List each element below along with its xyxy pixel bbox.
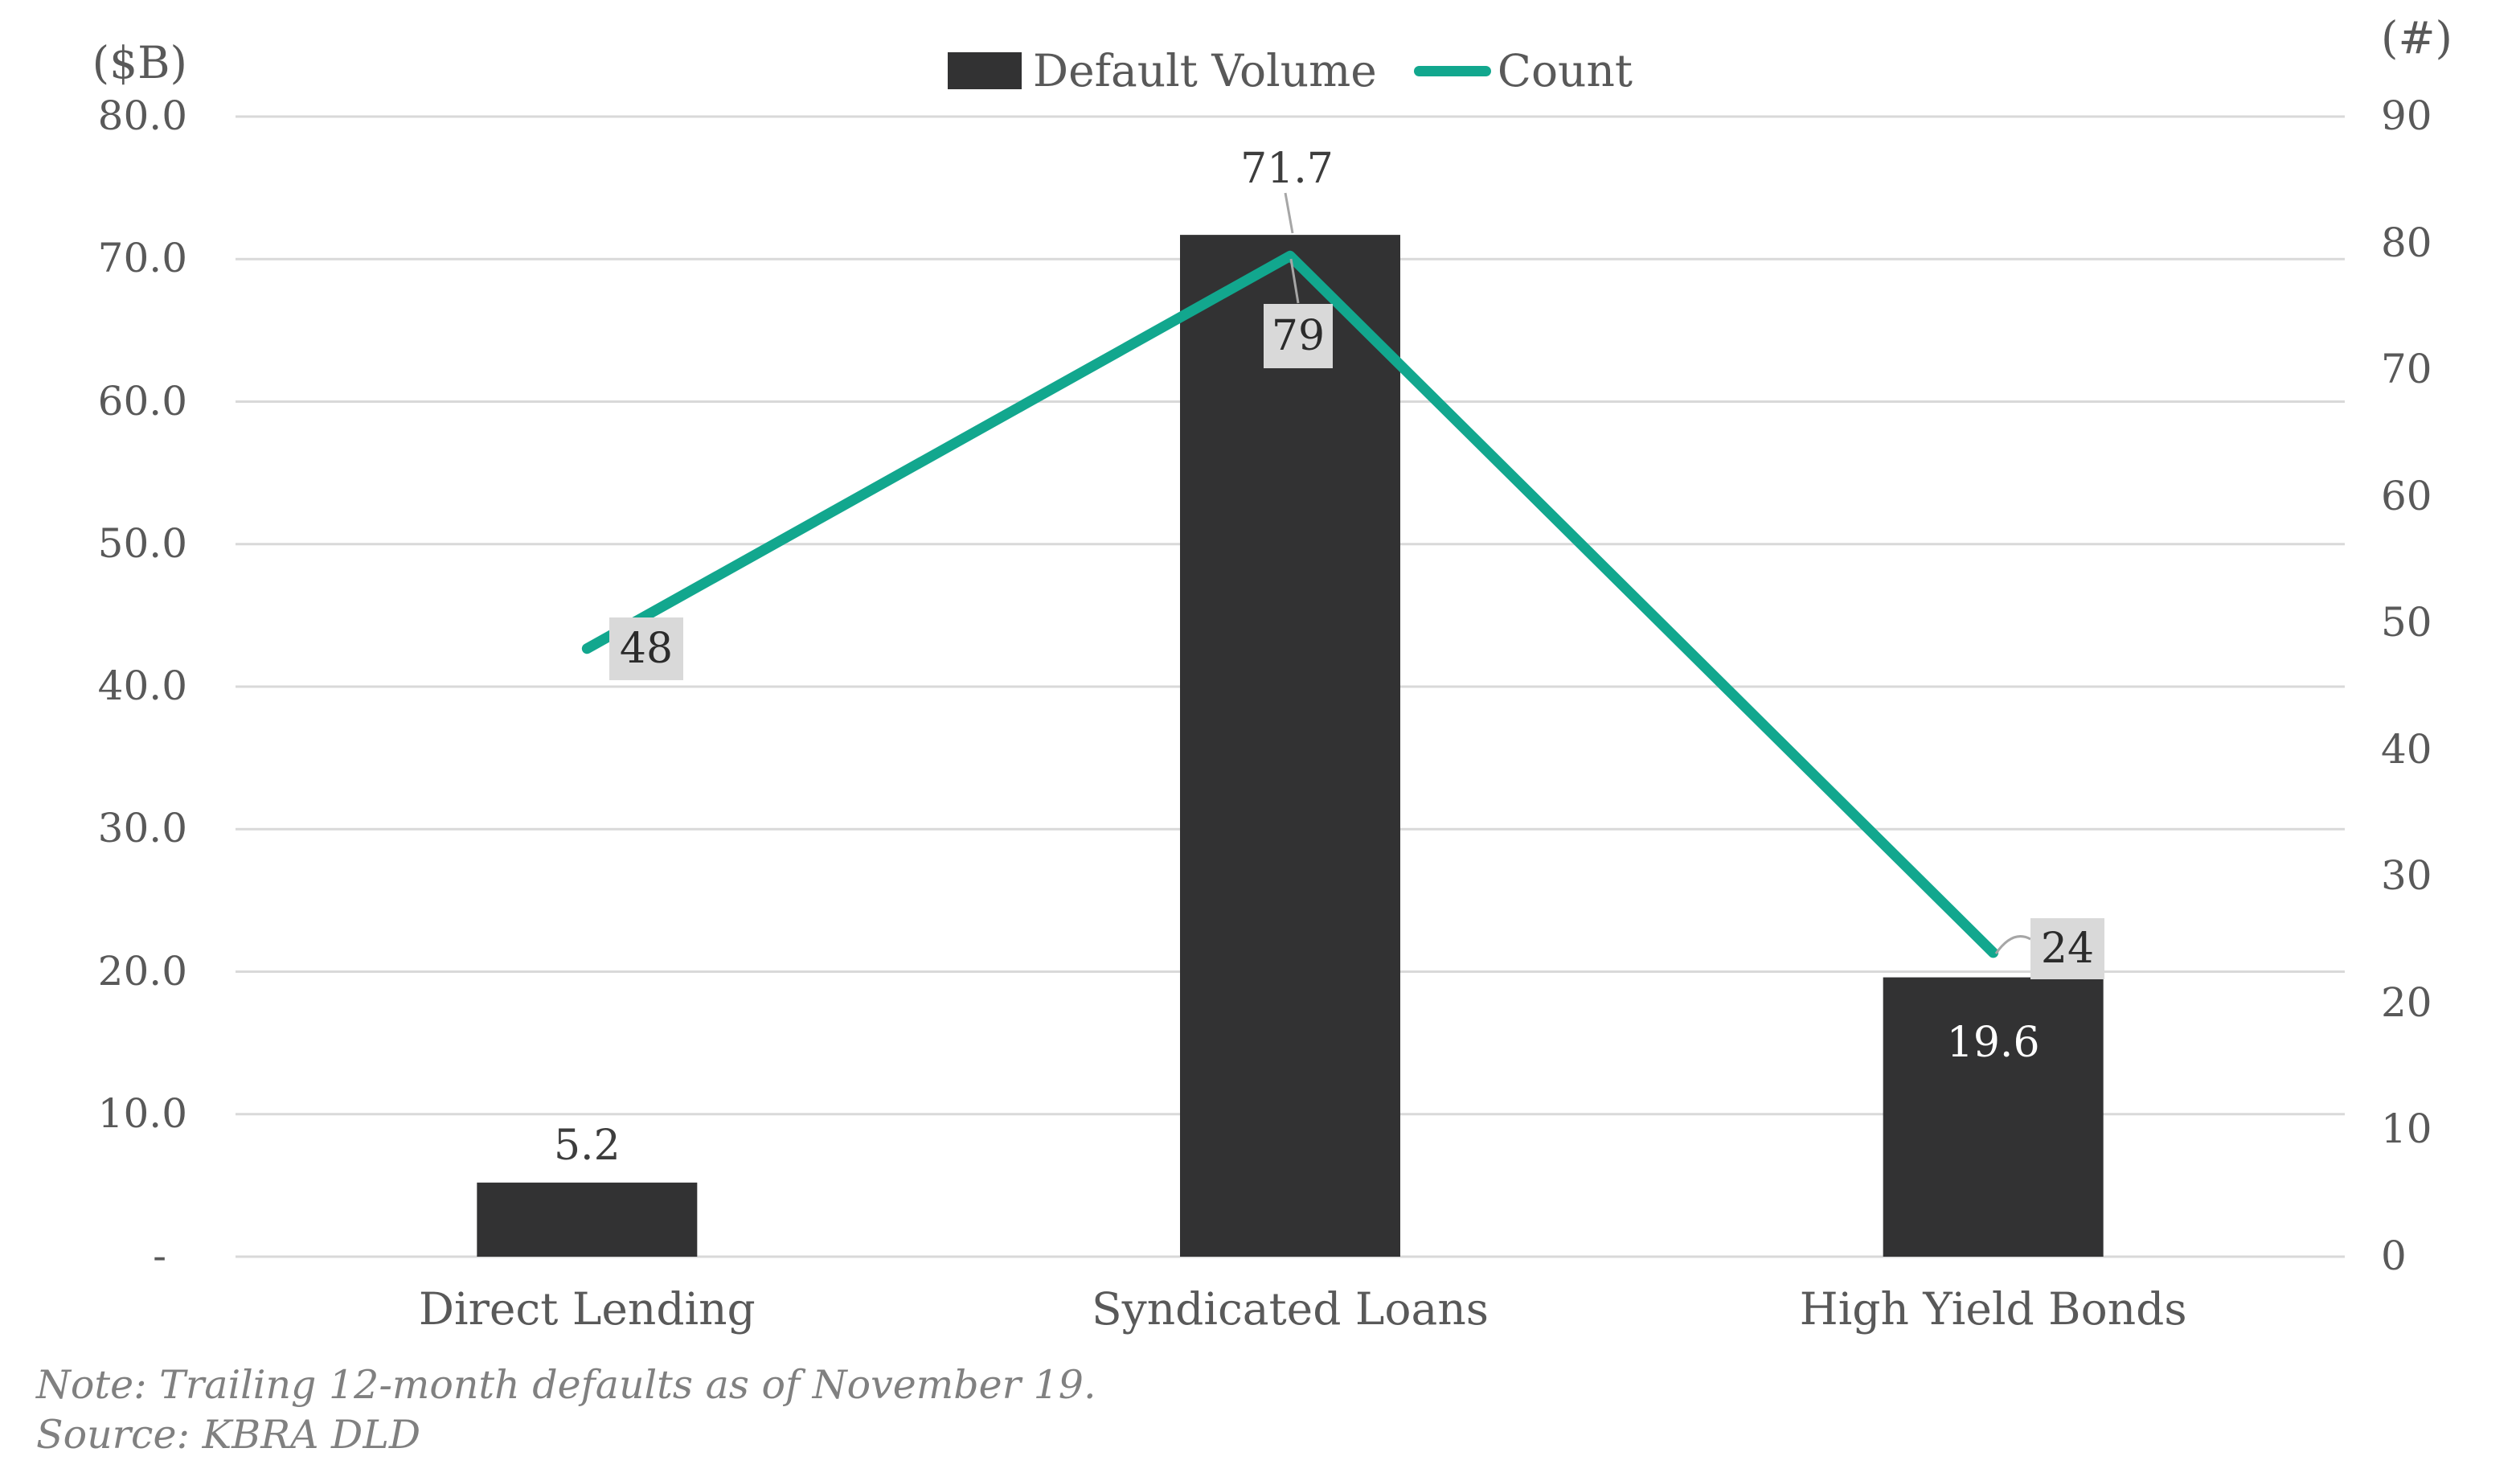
count-value-label-1: 79	[1264, 304, 1333, 368]
footnote-note: Note: Trailing 12-month defaults as of N…	[36, 1362, 1096, 1408]
left-axis-tick-20: 20.0	[97, 947, 187, 995]
bar-value-label-1: 71.7	[1240, 145, 1334, 193]
legend-item-default-volume: Default Volume	[947, 45, 1377, 96]
line-series-swatch-icon	[1413, 65, 1491, 76]
right-axis-tick-70: 70	[2381, 345, 2432, 392]
right-axis-tick-80: 80	[2381, 219, 2432, 266]
legend-item-count: Count	[1413, 45, 1633, 96]
bar-2	[1883, 977, 2104, 1257]
right-axis-tick-50: 50	[2381, 599, 2432, 646]
left-axis-tick-40: 40.0	[97, 662, 187, 709]
left-axis-tick-10: 10.0	[97, 1089, 187, 1137]
category-label-1: Syndicated Loans	[1092, 1283, 1489, 1335]
legend-label-count: Count	[1497, 45, 1633, 96]
right-axis-tick-40: 40	[2381, 725, 2432, 773]
category-label-2: High Yield Bonds	[1799, 1283, 2187, 1335]
bar-0	[477, 1182, 698, 1257]
leader-volume-syndicated	[1284, 192, 1294, 234]
legend: Default Volume Count	[236, 45, 2345, 96]
left-axis-tick-60: 60.0	[97, 377, 187, 425]
bar-value-label-0: 5.2	[553, 1121, 621, 1170]
count-line	[581, 250, 1999, 958]
left-axis-title: ($B)	[92, 37, 187, 88]
bar-value-label-2: 19.6	[1946, 1018, 2040, 1067]
left-axis-tick-30: 30.0	[97, 805, 187, 852]
left-axis-tick-80: 80.0	[97, 92, 187, 139]
right-axis-tick-0: 0	[2381, 1232, 2407, 1279]
left-axis-tick-70: 70.0	[97, 235, 187, 282]
footnote-block: Note: Trailing 12-month defaults as of N…	[36, 1360, 1096, 1460]
count-value-label-0: 48	[609, 617, 683, 680]
left-axis-tick-0: -	[153, 1232, 166, 1279]
left-axis-tick-50: 50.0	[97, 519, 187, 567]
right-axis-tick-90: 90	[2381, 92, 2432, 139]
leader-count-syndicated	[1289, 258, 1300, 304]
right-axis-title: (#)	[2381, 12, 2452, 64]
right-axis-tick-10: 10	[2381, 1106, 2432, 1153]
category-label-0: Direct Lending	[418, 1283, 756, 1335]
bar-1	[1180, 235, 1400, 1257]
right-axis-tick-20: 20	[2381, 978, 2432, 1026]
bar-series-swatch-icon	[947, 52, 1022, 89]
count-value-label-2: 24	[2030, 918, 2104, 979]
right-axis-tick-30: 30	[2381, 852, 2432, 900]
leader-count-high-yield	[1994, 935, 2031, 954]
footnote-source: Source: KBRA DLD	[36, 1412, 421, 1458]
right-axis-tick-60: 60	[2381, 472, 2432, 519]
legend-label-default-volume: Default Volume	[1032, 45, 1377, 96]
